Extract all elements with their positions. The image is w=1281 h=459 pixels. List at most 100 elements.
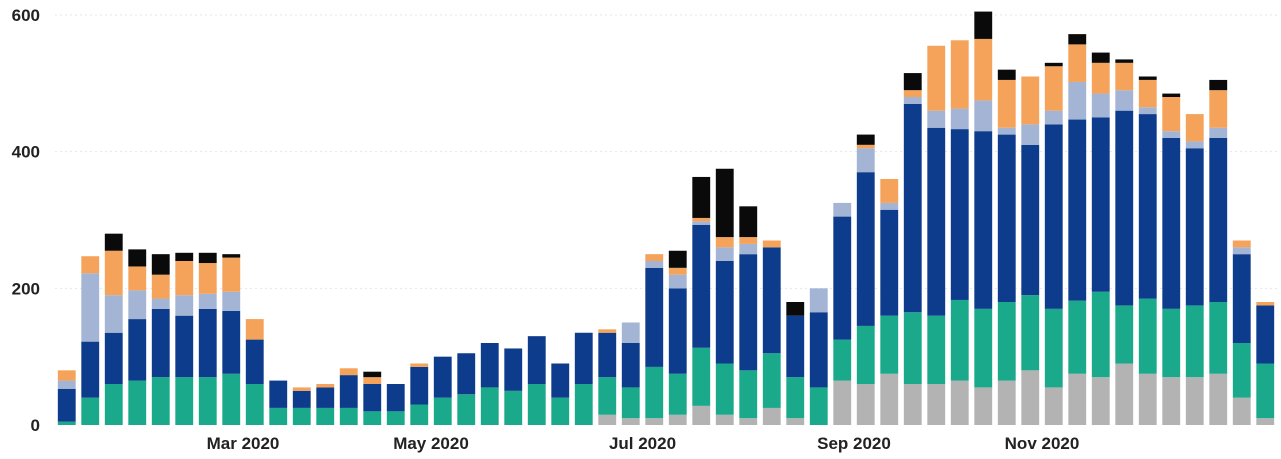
- bar-segment-series-3: [950, 129, 969, 300]
- bar-segment-series-2: [1091, 291, 1110, 378]
- bar-segment-series-5: [692, 217, 711, 222]
- bar-segment-series-1: [1162, 377, 1181, 425]
- bar-segment-series-2: [1021, 295, 1040, 371]
- bar-segment-series-1: [598, 414, 617, 425]
- bar-segment-series-2: [433, 397, 452, 425]
- bar-segment-series-5: [363, 377, 382, 384]
- bar-segment-series-4: [950, 108, 969, 130]
- bar-segment-series-1: [668, 414, 687, 425]
- bar-segment-series-2: [480, 387, 499, 425]
- bar-segment-series-5: [198, 263, 217, 294]
- bar-segment-series-3: [1091, 117, 1110, 292]
- bar-segment-series-2: [1162, 308, 1181, 378]
- bar-segment-series-1: [715, 414, 734, 425]
- bar-segment-series-4: [1021, 124, 1040, 145]
- bar-stacks: [57, 11, 1275, 425]
- bar-segment-series-6: [997, 69, 1016, 80]
- bar-segment-series-4: [1091, 93, 1110, 118]
- bar-segment-series-3: [269, 380, 288, 408]
- bar-segment-series-3: [410, 366, 429, 405]
- y-tick-label: 200: [12, 279, 40, 298]
- bar-segment-series-4: [997, 127, 1016, 135]
- bar-segment-series-3: [433, 356, 452, 398]
- bar-segment-series-4: [128, 290, 147, 320]
- bar-segment-series-2: [809, 387, 828, 425]
- bar-segment-series-1: [692, 405, 711, 425]
- bar-segment-series-5: [1162, 97, 1181, 132]
- bar-segment-series-4: [1115, 90, 1134, 111]
- bar-segment-series-6: [128, 249, 147, 267]
- bar-segment-series-2: [104, 384, 123, 425]
- bar-segment-series-3: [1232, 254, 1251, 343]
- bar-segment-series-3: [1209, 138, 1228, 302]
- bar-segment-series-2: [410, 404, 429, 425]
- bar-segment-series-6: [739, 206, 758, 238]
- bar-segment-series-2: [1138, 298, 1157, 374]
- bar-segment-series-2: [645, 366, 664, 419]
- bar-segment-series-2: [668, 373, 687, 415]
- bar-segment-series-4: [222, 291, 241, 311]
- bar-segment-series-4: [1185, 141, 1204, 149]
- bar-segment-series-6: [974, 11, 993, 39]
- x-tick-label: Mar 2020: [207, 434, 280, 453]
- bar-segment-series-2: [1232, 343, 1251, 398]
- x-tick-label: May 2020: [393, 434, 469, 453]
- bar-segment-series-3: [1162, 138, 1181, 309]
- bar-segment-series-4: [809, 288, 828, 313]
- bar-segment-series-3: [222, 310, 241, 374]
- bar-segment-series-2: [739, 370, 758, 419]
- bar-segment-series-3: [574, 332, 593, 384]
- bar-segment-series-3: [1044, 124, 1063, 309]
- bar-segment-series-2: [574, 384, 593, 425]
- bar-segment-series-2: [1185, 305, 1204, 378]
- bar-segment-series-5: [1068, 44, 1087, 82]
- bar-segment-series-2: [457, 394, 476, 425]
- bar-segment-series-4: [57, 380, 76, 389]
- bar-segment-series-6: [1091, 52, 1110, 63]
- bar-segment-series-5: [880, 179, 899, 203]
- bar-segment-series-3: [809, 312, 828, 388]
- bar-segment-series-3: [81, 341, 100, 398]
- bar-segment-series-5: [1232, 240, 1251, 248]
- bar-segment-series-6: [1044, 62, 1063, 67]
- bar-segment-series-4: [692, 221, 711, 225]
- bar-segment-series-1: [997, 380, 1016, 425]
- bar-segment-series-4: [175, 295, 194, 316]
- bar-segment-series-6: [1115, 59, 1134, 63]
- bar-segment-series-4: [1232, 247, 1251, 255]
- bar-segment-series-2: [950, 299, 969, 381]
- bar-segment-series-1: [1185, 377, 1204, 425]
- bar-segment-series-2: [57, 421, 76, 425]
- bar-segment-series-3: [551, 363, 570, 398]
- bar-segment-series-1: [645, 418, 664, 425]
- bar-segment-series-4: [668, 274, 687, 289]
- bar-segment-series-5: [668, 267, 687, 275]
- bar-segment-series-2: [292, 407, 311, 425]
- bar-segment-series-2: [175, 377, 194, 425]
- bar-segment-series-2: [786, 377, 805, 419]
- bar-segment-series-3: [198, 308, 217, 378]
- bar-segment-series-6: [668, 250, 687, 268]
- bar-segment-series-3: [480, 343, 499, 388]
- bar-segment-series-6: [222, 254, 241, 258]
- bar-segment-series-1: [974, 387, 993, 425]
- bar-segment-series-2: [880, 315, 899, 374]
- bar-segment-series-3: [386, 384, 405, 412]
- bar-segment-series-1: [950, 380, 969, 425]
- bar-segment-series-6: [1162, 93, 1181, 97]
- bar-segment-series-4: [1162, 131, 1181, 138]
- bar-segment-series-5: [128, 266, 147, 291]
- bar-segment-series-2: [997, 302, 1016, 381]
- bar-segment-series-5: [151, 274, 170, 299]
- bar-segment-series-4: [645, 261, 664, 268]
- bar-segment-series-4: [1209, 127, 1228, 138]
- bar-segment-series-1: [621, 418, 640, 425]
- bar-segment-series-6: [363, 371, 382, 378]
- bar-segment-series-1: [1256, 418, 1275, 425]
- bar-segment-series-3: [175, 315, 194, 378]
- bar-segment-series-2: [1209, 302, 1228, 374]
- bar-segment-series-2: [245, 384, 264, 425]
- bar-segment-series-3: [739, 254, 758, 371]
- bar-segment-series-5: [1115, 62, 1134, 91]
- bar-segment-series-1: [786, 418, 805, 425]
